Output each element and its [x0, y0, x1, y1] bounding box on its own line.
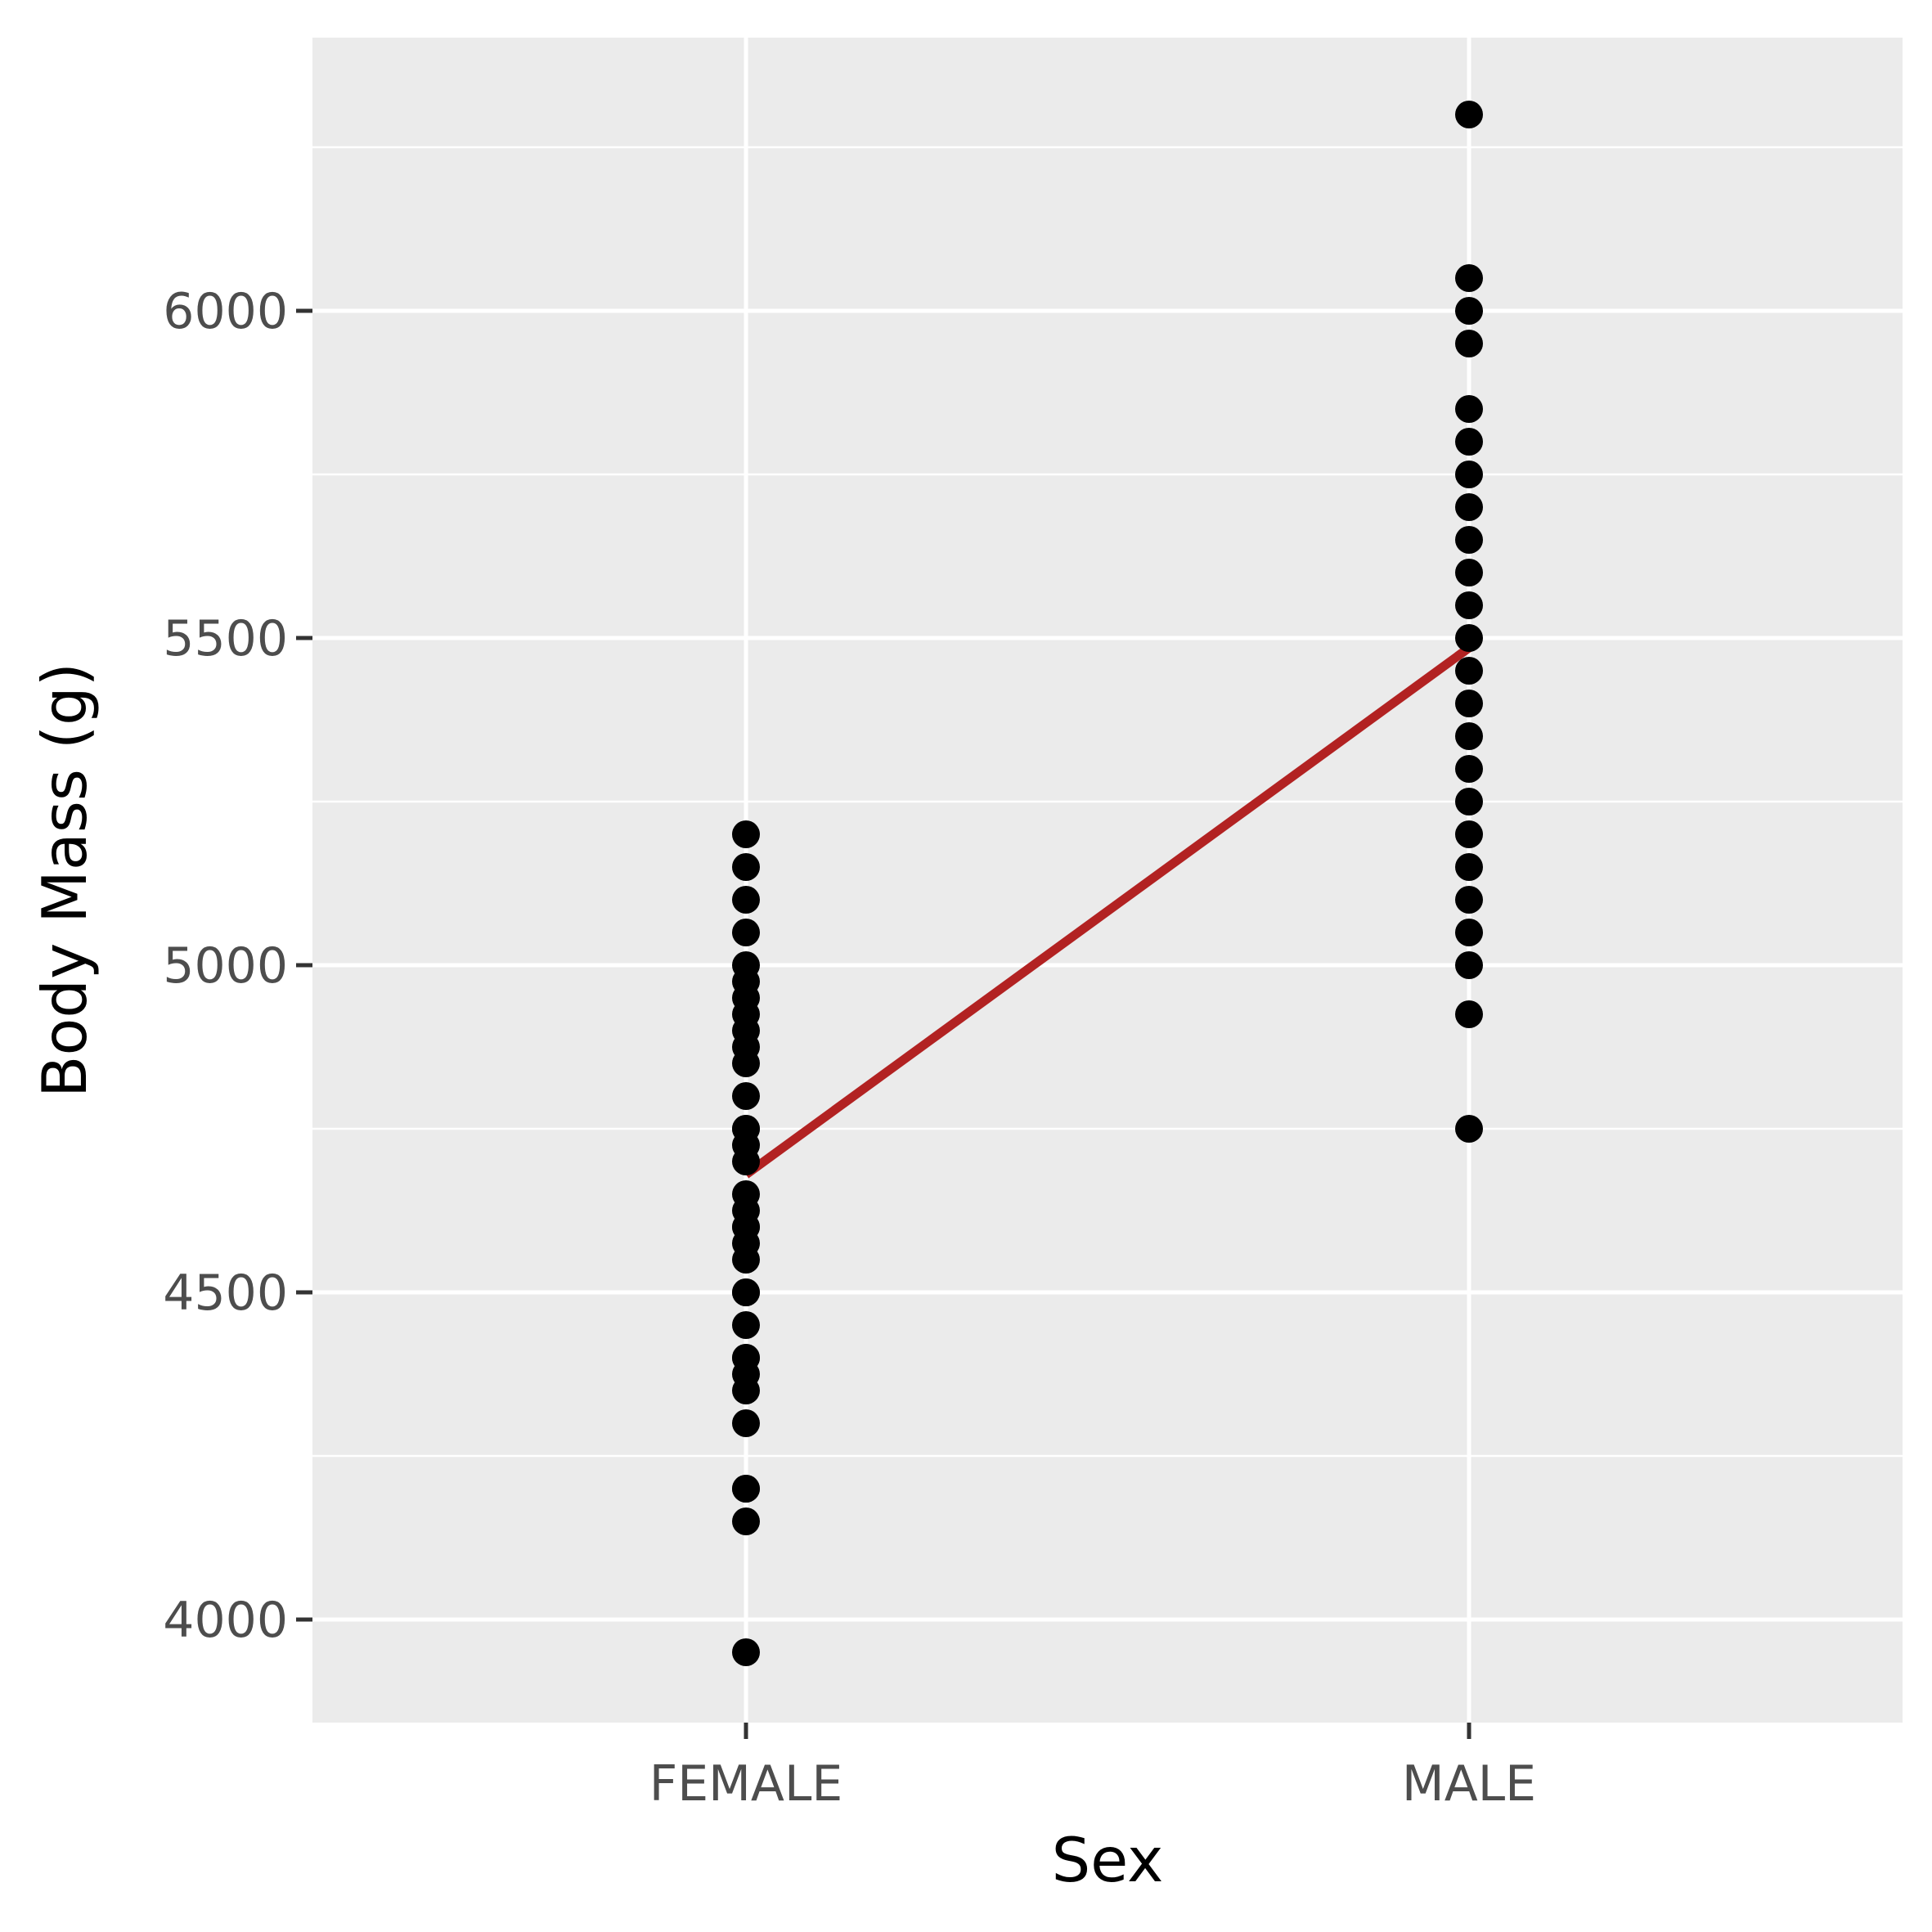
data-point [1455, 657, 1483, 685]
data-point [1455, 461, 1483, 488]
x-tick-label: MALE [1402, 1755, 1536, 1813]
data-point [732, 1344, 760, 1372]
data-point [732, 1180, 760, 1208]
data-point [1455, 264, 1483, 292]
data-point [1455, 297, 1483, 325]
x-tick-label: FEMALE [649, 1755, 843, 1813]
data-point [1455, 853, 1483, 881]
data-point [732, 919, 760, 946]
data-point [732, 886, 760, 914]
data-point [1455, 428, 1483, 456]
data-point [1455, 788, 1483, 815]
data-point [1455, 1115, 1483, 1143]
data-point [732, 1082, 760, 1110]
plot-panel [312, 38, 1903, 1723]
y-tick-label: 5000 [163, 937, 288, 995]
minor-gridlines [312, 146, 1903, 1458]
data-point [1455, 1000, 1483, 1028]
data-point [1455, 493, 1483, 521]
data-point [1455, 559, 1483, 586]
data-point [732, 1475, 760, 1503]
data-point [1455, 395, 1483, 423]
data-point [732, 1311, 760, 1339]
data-point [732, 853, 760, 881]
data-point [1455, 690, 1483, 717]
data-point [732, 1409, 760, 1437]
y-tick-label: 6000 [163, 283, 288, 340]
y-axis-title: Body Mass (g) [29, 663, 101, 1098]
trend-line [743, 644, 1472, 1179]
data-point [1455, 330, 1483, 357]
data-point [732, 1115, 760, 1143]
data-point [1455, 624, 1483, 652]
y-tick-label: 5500 [163, 610, 288, 667]
x-axis-title: Sex [1052, 1824, 1164, 1896]
data-point [732, 820, 760, 848]
data-point [1455, 591, 1483, 619]
data-point [1455, 820, 1483, 848]
data-point [732, 951, 760, 979]
data-point [1455, 526, 1483, 554]
y-tick-label: 4000 [163, 1592, 288, 1649]
data-point [1455, 722, 1483, 750]
x-axis: FEMALE MALE [649, 1723, 1536, 1813]
data-point [732, 1507, 760, 1535]
y-tick-label: 4500 [163, 1265, 288, 1322]
data-point [1455, 755, 1483, 783]
data-point [1455, 886, 1483, 914]
data-point [1455, 951, 1483, 979]
data-point [732, 1278, 760, 1306]
data-point [1455, 101, 1483, 128]
trend-line-layer [743, 644, 1472, 1179]
data-point [732, 1638, 760, 1666]
data-point [1455, 919, 1483, 946]
y-axis: 4000 4500 5000 5500 6000 [163, 283, 312, 1649]
data-points-layer [732, 101, 1483, 1666]
